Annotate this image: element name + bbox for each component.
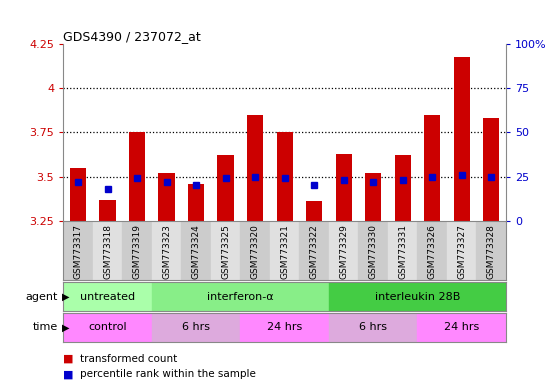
Bar [365, 173, 381, 221]
Text: 6 hrs: 6 hrs [359, 322, 387, 333]
Bar [63, 282, 152, 311]
Bar [152, 282, 329, 311]
Bar [100, 200, 116, 221]
Bar [70, 168, 86, 221]
Bar [182, 221, 211, 280]
Bar [211, 221, 240, 280]
Bar [329, 221, 359, 280]
Text: GSM773320: GSM773320 [251, 224, 260, 279]
Text: 6 hrs: 6 hrs [182, 322, 210, 333]
Text: GSM773326: GSM773326 [428, 224, 437, 279]
Text: GSM773321: GSM773321 [280, 224, 289, 279]
Bar [388, 221, 417, 280]
Bar [417, 313, 506, 342]
Bar [188, 184, 204, 221]
Text: interferon-α: interferon-α [207, 291, 274, 302]
Bar [240, 221, 270, 280]
Text: interleukin 28B: interleukin 28B [375, 291, 460, 302]
Bar [152, 313, 240, 342]
Text: GSM773330: GSM773330 [368, 224, 378, 279]
Text: GSM773324: GSM773324 [191, 224, 201, 278]
Bar [329, 313, 417, 342]
Bar [336, 154, 352, 221]
Text: ■: ■ [63, 369, 74, 379]
Bar [359, 221, 388, 280]
Text: GSM773331: GSM773331 [398, 224, 407, 279]
Bar [63, 313, 152, 342]
Bar [277, 132, 293, 221]
Bar [454, 56, 470, 221]
Bar [394, 156, 411, 221]
Bar [240, 313, 329, 342]
Text: GSM773329: GSM773329 [339, 224, 348, 279]
Text: control: control [88, 322, 127, 333]
Bar [247, 115, 263, 221]
Text: GDS4390 / 237072_at: GDS4390 / 237072_at [63, 30, 201, 43]
Text: GSM773319: GSM773319 [133, 224, 141, 279]
Text: time: time [32, 322, 58, 333]
Bar [417, 221, 447, 280]
Text: 24 hrs: 24 hrs [267, 322, 302, 333]
Text: GSM773327: GSM773327 [457, 224, 466, 279]
Text: GSM773328: GSM773328 [487, 224, 496, 279]
Bar [329, 282, 506, 311]
Text: agent: agent [25, 291, 58, 302]
Bar [63, 221, 93, 280]
Bar [447, 221, 476, 280]
Text: untreated: untreated [80, 291, 135, 302]
Text: GSM773322: GSM773322 [310, 224, 318, 278]
Bar [299, 221, 329, 280]
Bar [483, 118, 499, 221]
Text: 24 hrs: 24 hrs [444, 322, 480, 333]
Text: transformed count: transformed count [80, 354, 177, 364]
Bar [306, 201, 322, 221]
Text: GSM773323: GSM773323 [162, 224, 171, 279]
Text: ▶: ▶ [62, 291, 70, 302]
Text: ■: ■ [63, 354, 74, 364]
Bar [152, 221, 182, 280]
Text: percentile rank within the sample: percentile rank within the sample [80, 369, 256, 379]
Text: GSM773317: GSM773317 [74, 224, 82, 279]
Bar [217, 156, 234, 221]
Bar [158, 173, 175, 221]
Text: ▶: ▶ [62, 322, 70, 333]
Bar [476, 221, 506, 280]
Bar [122, 221, 152, 280]
Text: GSM773325: GSM773325 [221, 224, 230, 279]
Bar [424, 115, 441, 221]
Bar [93, 221, 122, 280]
Bar [270, 221, 299, 280]
Bar [129, 132, 145, 221]
Text: GSM773318: GSM773318 [103, 224, 112, 279]
